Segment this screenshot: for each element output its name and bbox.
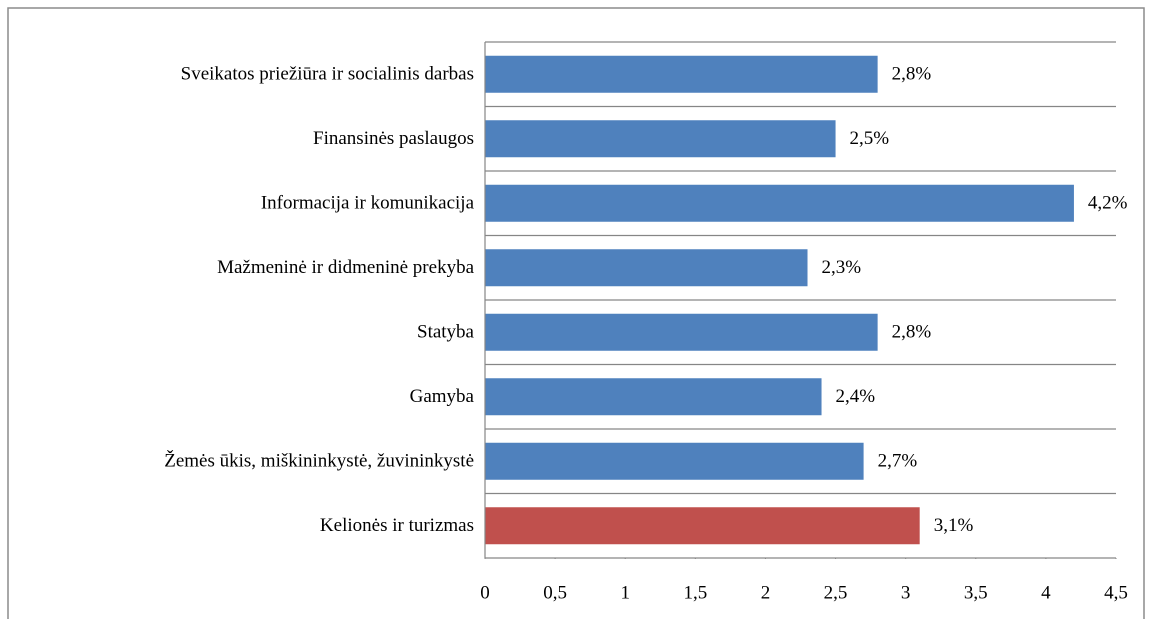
x-tick-label: 2,5 bbox=[824, 582, 848, 603]
x-tick-label: 2 bbox=[761, 582, 771, 603]
bar bbox=[485, 249, 808, 287]
y-tick-label: Statyba bbox=[417, 322, 475, 343]
y-tick-label: Informacija ir komunikacija bbox=[261, 193, 475, 214]
value-label: 2,5% bbox=[850, 128, 890, 149]
value-label: 2,8% bbox=[892, 64, 932, 85]
x-tick-label: 0 bbox=[480, 582, 490, 603]
y-tick-label: Sveikatos priežiūra ir socialinis darbas bbox=[181, 64, 474, 85]
x-tick-label: 3 bbox=[901, 582, 911, 603]
value-label: 3,1% bbox=[934, 515, 974, 536]
x-tick-label: 1,5 bbox=[683, 582, 707, 603]
value-label: 2,3% bbox=[822, 257, 862, 278]
x-tick-label: 4 bbox=[1041, 582, 1051, 603]
bar bbox=[485, 442, 864, 480]
x-tick-label: 0,5 bbox=[543, 582, 567, 603]
bar bbox=[485, 313, 878, 351]
bar bbox=[485, 378, 822, 416]
x-tick-label: 1 bbox=[620, 582, 630, 603]
value-label: 4,2% bbox=[1088, 193, 1128, 214]
bar bbox=[485, 120, 836, 158]
value-label: 2,4% bbox=[836, 386, 876, 407]
value-label: 2,7% bbox=[878, 451, 918, 472]
x-tick-label: 3,5 bbox=[964, 582, 988, 603]
bar bbox=[485, 184, 1074, 222]
y-tick-label: Žemės ūkis, miškininkystė, žuvininkystė bbox=[164, 450, 474, 472]
y-tick-label: Kelionės ir turizmas bbox=[320, 515, 474, 536]
y-tick-label: Gamyba bbox=[410, 386, 475, 407]
value-label: 2,8% bbox=[892, 322, 932, 343]
x-tick-label: 4,5 bbox=[1104, 582, 1128, 603]
y-tick-label: Finansinės paslaugos bbox=[313, 128, 474, 149]
y-tick-label: Mažmeninė ir didmeninė prekyba bbox=[217, 257, 475, 278]
bar bbox=[485, 507, 920, 545]
chart-frame bbox=[7, 7, 1145, 619]
bar bbox=[485, 55, 878, 93]
